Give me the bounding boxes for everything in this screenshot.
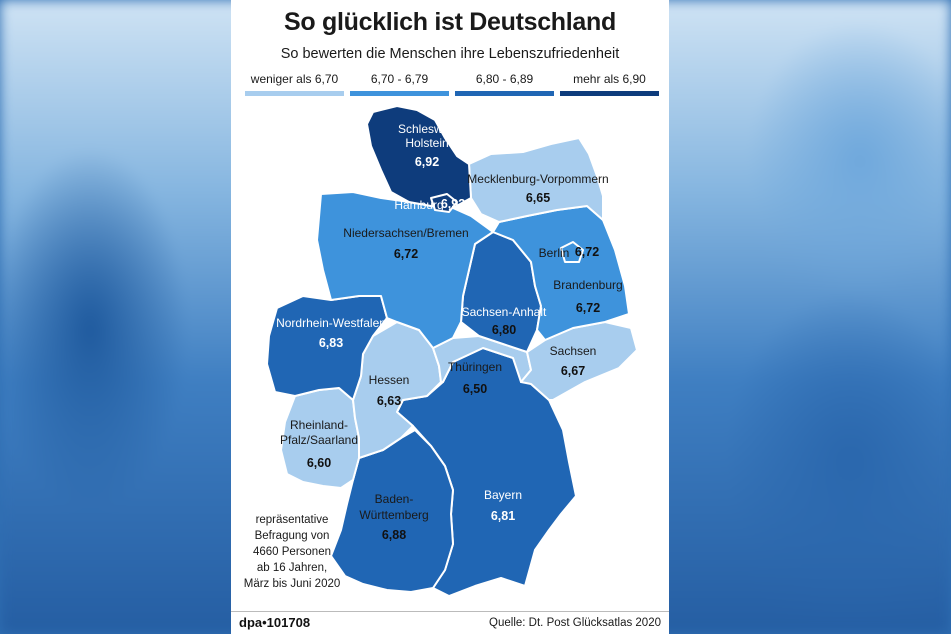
legend-label: mehr als 6,90 (573, 72, 646, 86)
label-baden-wuerttemberg-1: Baden- (374, 492, 414, 506)
region-schleswig-holstein (366, 105, 472, 209)
legend-label: 6,80 - 6,89 (475, 72, 534, 86)
value-hessen: 6,63 (376, 394, 402, 408)
region-baden-wuerttemberg (330, 429, 454, 593)
region-mecklenburg-vorpommern (468, 137, 604, 223)
note-line: repräsentative (255, 514, 329, 526)
label-mecklenburg-vorpommern: Mecklenburg-Vorpommern (467, 172, 609, 186)
legend-swatch (455, 91, 554, 96)
value-baden-wuerttemberg: 6,88 (381, 528, 407, 542)
label-niedersachsen: Niedersachsen/Bremen (343, 226, 469, 240)
label-berlin: Berlin (538, 246, 570, 260)
note-line: 4660 Personen (252, 546, 331, 558)
footer: dpa•101708 Quelle: Dt. Post Glücksatlas … (231, 611, 669, 634)
page-subtitle: So bewerten die Menschen ihre Lebenszufr… (280, 46, 620, 62)
label-nordrhein-westfalen: Nordrhein-Westfalen (276, 316, 386, 330)
germany-map: Schleswig- Holstein 6,92 Hamburg 6,92 Me… (231, 100, 669, 610)
label-schleswig-holstein-1: Schleswig- (397, 122, 457, 136)
legend: weniger als 6,70 6,70 - 6,79 6,80 - 6,89… (245, 70, 659, 96)
label-brandenburg: Brandenburg (553, 278, 623, 292)
value-bayern: 6,81 (490, 509, 516, 523)
legend-swatch (350, 91, 449, 96)
value-nordrhein-westfalen: 6,83 (318, 336, 344, 350)
legend-label: 6,70 - 6,79 (370, 72, 429, 86)
value-sachsen: 6,67 (560, 364, 586, 378)
agency-id: dpa•101708 (239, 615, 311, 630)
legend-item-680-689: 6,80 - 6,89 (455, 70, 554, 96)
note-line: ab 16 Jahren, (256, 562, 328, 574)
legend-item-670-679: 6,70 - 6,79 (350, 70, 449, 96)
label-sachsen: Sachsen (549, 344, 597, 358)
value-berlin: 6,72 (574, 245, 600, 259)
label-bayern: Bayern (483, 488, 523, 502)
note-line: März bis Juni 2020 (243, 578, 341, 590)
value-schleswig-holstein: 6,92 (414, 155, 440, 169)
legend-item-gt690: mehr als 6,90 (560, 70, 659, 96)
region-berlin (560, 241, 584, 263)
value-rheinland-pfalz: 6,60 (306, 456, 332, 470)
value-sachsen-anhalt: 6,80 (491, 323, 517, 337)
methodology-note: repräsentative Befragung von 4660 Person… (237, 512, 347, 592)
map-svg (266, 105, 638, 597)
label-hessen: Hessen (368, 373, 410, 387)
legend-swatch (560, 91, 659, 96)
legend-label: weniger als 6,70 (250, 72, 339, 86)
label-hamburg: Hamburg (394, 198, 444, 212)
page-title: So glücklich ist Deutschland (284, 8, 616, 36)
label-rheinland-pfalz-1: Rheinland- (289, 418, 349, 432)
infographic-card: So glücklich ist Deutschland So bewerten… (231, 0, 669, 634)
legend-item-lt670: weniger als 6,70 (245, 70, 344, 96)
region-hamburg (430, 193, 458, 213)
label-thueringen: Thüringen (447, 360, 503, 374)
value-brandenburg: 6,72 (575, 301, 601, 315)
label-schleswig-holstein-2: Holstein (405, 136, 449, 150)
source-credit: Quelle: Dt. Post Glücksatlas 2020 (489, 617, 661, 629)
label-rheinland-pfalz-2: Pfalz/Saarland (279, 433, 359, 447)
note-line: Befragung von (254, 530, 330, 542)
legend-swatch (245, 91, 344, 96)
region-sachsen (520, 321, 638, 401)
value-hamburg: 6,92 (440, 197, 466, 211)
label-baden-wuerttemberg-2: Württemberg (359, 508, 429, 522)
value-mecklenburg-vorpommern: 6,65 (525, 191, 551, 205)
value-thueringen: 6,50 (462, 382, 488, 396)
label-sachsen-anhalt: Sachsen-Anhalt (461, 305, 547, 319)
value-niedersachsen: 6,72 (393, 247, 419, 261)
